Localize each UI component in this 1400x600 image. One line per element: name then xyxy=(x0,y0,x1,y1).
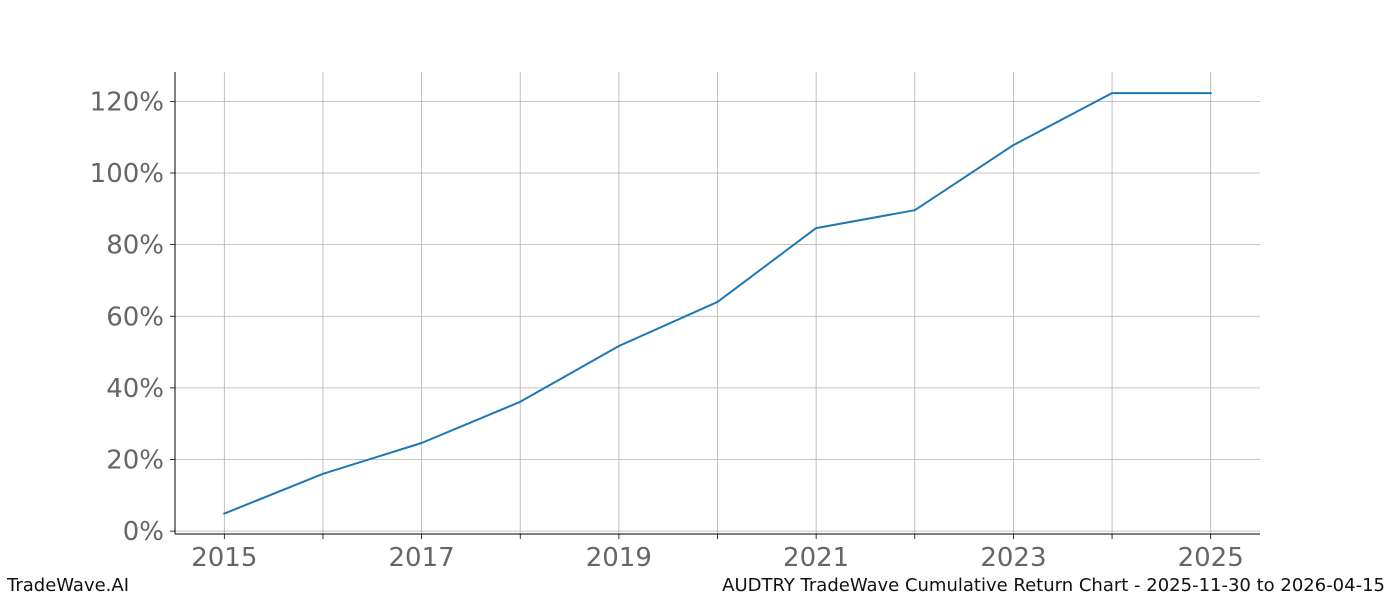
y-tick-label: 80% xyxy=(106,231,164,261)
grid-lines xyxy=(175,72,1260,534)
y-tick-label: 120% xyxy=(90,87,164,117)
x-tick-label: 2017 xyxy=(389,543,455,573)
ticks xyxy=(170,100,1212,539)
y-tick-label: 100% xyxy=(90,159,164,189)
x-tick-label: 2015 xyxy=(191,543,257,573)
brand-label: TradeWave.AI xyxy=(7,575,130,596)
x-tick-label: 2019 xyxy=(586,543,652,573)
series xyxy=(222,92,1212,515)
y-tick-label: 0% xyxy=(123,517,164,547)
tick-labels: 2015 2017 2019 2021 2023 2025 0% 20% 40% 60% 80% 10… xyxy=(90,87,1244,573)
x-tick-label: 2023 xyxy=(980,543,1046,573)
cumulative-return-line xyxy=(222,92,1212,515)
x-tick-label: 2025 xyxy=(1178,543,1244,573)
x-tick-label: 2021 xyxy=(783,543,849,573)
y-tick-label: 60% xyxy=(106,302,164,332)
y-tick-label: 40% xyxy=(106,374,164,404)
y-tick-label: 20% xyxy=(106,446,164,476)
chart-caption: AUDTRY TradeWave Cumulative Return Chart… xyxy=(722,575,1385,596)
